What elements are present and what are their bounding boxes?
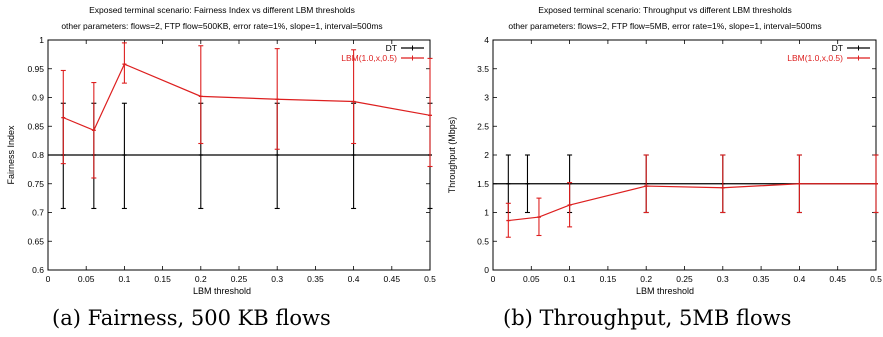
series-lbm <box>505 154 879 238</box>
series-line <box>508 183 876 222</box>
y-tick-label: 0.7 <box>32 208 44 218</box>
x-tick-label: 0.5 <box>870 274 882 284</box>
x-tick-label: 0.15 <box>154 274 171 284</box>
y-tick-label: 2 <box>484 150 489 160</box>
plot-frame <box>492 39 877 271</box>
x-tick-label: 0.05 <box>78 274 95 284</box>
x-tick-label: 0.35 <box>753 274 770 284</box>
x-tick-label: 0.4 <box>793 274 805 284</box>
legend-label: DT <box>386 43 397 53</box>
y-tick-label: 0.5 <box>477 236 489 246</box>
x-tick-label: 0.35 <box>307 274 324 284</box>
panel-fairness: Exposed terminal scenario: Fairness Inde… <box>6 5 436 330</box>
x-tick-label: 0.25 <box>231 274 248 284</box>
x-tick-label: 0.3 <box>271 274 283 284</box>
series-dt <box>48 102 433 210</box>
y-axis-label: Throughput (Mbps) <box>447 117 457 194</box>
y-tick-label: 0.85 <box>27 121 44 131</box>
x-tick-label: 0.05 <box>523 274 540 284</box>
y-tick-label: 0.9 <box>32 93 44 103</box>
x-tick-label: 0.1 <box>564 274 576 284</box>
chart-title: Exposed terminal scenario: Throughput vs… <box>538 5 791 15</box>
y-tick-label: 1 <box>484 208 489 218</box>
y-axis-label: Fairness Index <box>6 125 16 185</box>
chart-subtitle: other parameters: flows=2, FTP flow=500K… <box>61 21 382 31</box>
x-axis-label: LBM threshold <box>193 286 251 296</box>
figure-caption: (b) Throughput, 5MB flows <box>503 306 791 330</box>
y-tick-label: 0.8 <box>32 150 44 160</box>
legend-label: LBM(1.0,x,0.5) <box>787 53 843 63</box>
x-tick-label: 0 <box>46 274 51 284</box>
legend-label: LBM(1.0,x,0.5) <box>341 53 397 63</box>
x-tick-label: 0.15 <box>600 274 617 284</box>
x-tick-label: 0.25 <box>676 274 693 284</box>
y-tick-label: 1.5 <box>477 179 489 189</box>
y-tick-label: 4 <box>484 35 489 45</box>
series-line <box>63 63 431 132</box>
x-tick-label: 0.1 <box>118 274 130 284</box>
y-tick-label: 2.5 <box>477 121 489 131</box>
x-tick-label: 0.3 <box>717 274 729 284</box>
legend-label: DT <box>832 43 843 53</box>
x-axis-label: LBM threshold <box>636 286 694 296</box>
y-tick-label: 3.5 <box>477 64 489 74</box>
y-tick-label: 0.6 <box>32 265 44 275</box>
y-tick-label: 0.95 <box>27 64 44 74</box>
x-tick-label: 0.45 <box>829 274 846 284</box>
x-tick-label: 0.2 <box>195 274 207 284</box>
figure-caption: (a) Fairness, 500 KB flows <box>52 306 331 330</box>
x-tick-label: 0.4 <box>348 274 360 284</box>
x-tick-label: 0.2 <box>640 274 652 284</box>
y-tick-label: 1 <box>39 35 44 45</box>
x-tick-label: 0.5 <box>424 274 436 284</box>
panel-throughput: Exposed terminal scenario: Throughput vs… <box>447 5 882 330</box>
chart-subtitle: other parameters: flows=2, FTP flow=5MB,… <box>508 21 821 31</box>
y-tick-label: 0 <box>484 265 489 275</box>
series-lbm <box>60 42 433 179</box>
x-tick-label: 0 <box>491 274 496 284</box>
y-tick-label: 0.75 <box>27 179 44 189</box>
x-tick-label: 0.45 <box>384 274 401 284</box>
y-tick-label: 3 <box>484 93 489 103</box>
chart-title: Exposed terminal scenario: Fairness Inde… <box>89 5 355 15</box>
y-tick-label: 0.65 <box>27 236 44 246</box>
